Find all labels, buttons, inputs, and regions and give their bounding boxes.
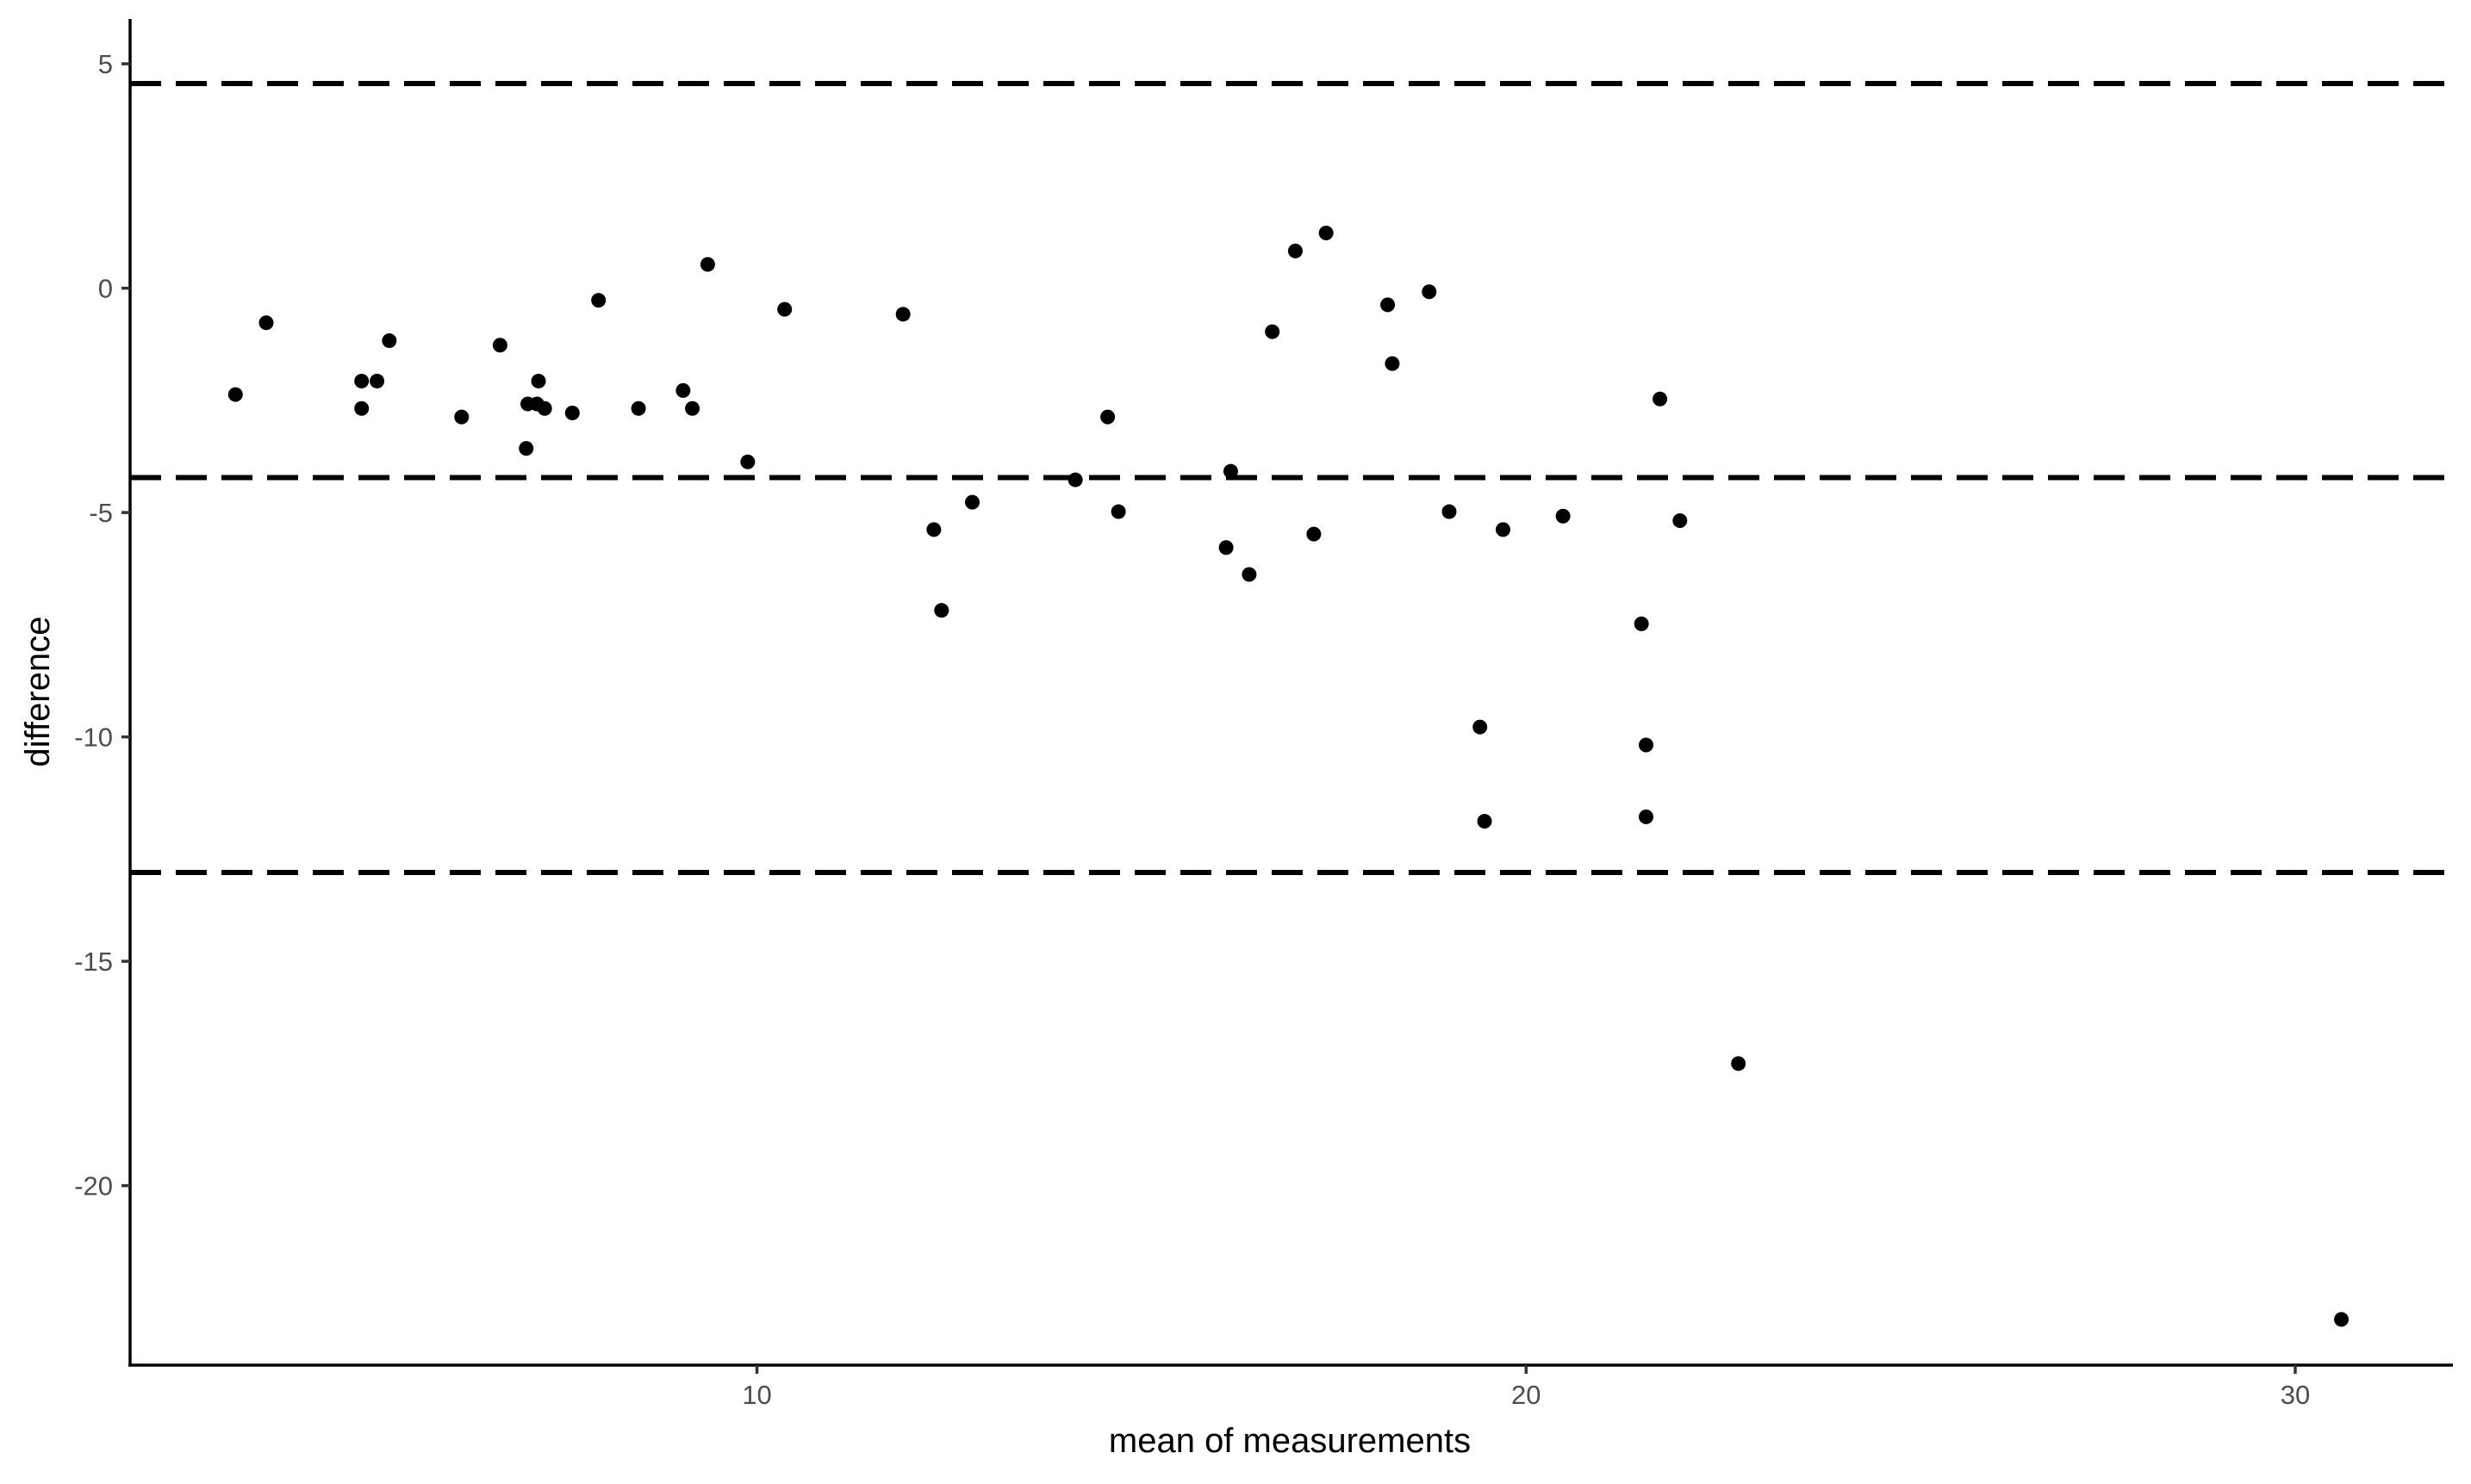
data-point: [700, 257, 715, 272]
data-point: [934, 603, 949, 618]
data-point: [1495, 522, 1510, 537]
data-point: [1111, 504, 1126, 519]
data-point: [1653, 391, 1668, 407]
data-point: [1218, 540, 1234, 556]
data-point: [454, 409, 470, 425]
x-tick-label: 20: [1511, 1380, 1540, 1410]
data-point: [1100, 409, 1116, 425]
data-point: [1555, 508, 1571, 524]
x-axis-title: mean of measurements: [1109, 1422, 1471, 1460]
data-point: [258, 315, 274, 331]
data-point: [591, 293, 607, 308]
data-point: [1306, 526, 1322, 542]
data-point: [1385, 356, 1400, 371]
data-point: [631, 400, 646, 416]
data-point: [740, 454, 756, 469]
data-point: [926, 522, 942, 537]
y-tick-label: -20: [74, 1171, 113, 1201]
x-tick-label: 10: [742, 1380, 771, 1410]
data-point: [1318, 226, 1334, 241]
data-points: [227, 226, 2350, 1327]
data-point: [227, 387, 243, 402]
x-tick-label: 30: [2281, 1380, 2310, 1410]
data-point: [370, 373, 385, 388]
data-point: [1672, 512, 1688, 528]
y-axis-ticks: 5 0 -5 -10 -15 -20: [74, 49, 130, 1201]
y-tick-label: -15: [74, 947, 113, 977]
data-point: [531, 373, 546, 388]
data-point: [1477, 814, 1492, 829]
y-tick-label: -5: [89, 498, 113, 528]
y-tick-label: 5: [98, 49, 113, 79]
data-point: [777, 301, 793, 317]
y-tick-label: 0: [98, 274, 113, 304]
data-point: [1223, 463, 1238, 479]
data-point: [519, 441, 534, 456]
data-point: [1287, 243, 1303, 258]
data-point: [1634, 616, 1649, 631]
data-point: [895, 307, 911, 322]
y-tick-label: -10: [74, 723, 113, 753]
y-axis-title: difference: [19, 617, 57, 767]
data-point: [354, 400, 370, 416]
data-point: [492, 338, 507, 353]
data-point: [1067, 472, 1083, 487]
data-point: [1639, 809, 1654, 824]
data-point: [537, 400, 552, 416]
data-point: [1731, 1056, 1746, 1071]
data-point: [1422, 284, 1437, 300]
axes: [128, 19, 2453, 1367]
data-point: [1441, 504, 1457, 519]
data-point: [1380, 297, 1396, 313]
data-point: [354, 373, 370, 388]
data-point: [685, 400, 700, 416]
data-point: [1265, 324, 1280, 339]
data-point: [564, 405, 580, 420]
reference-lines: [130, 81, 2453, 875]
data-point: [965, 494, 980, 510]
data-point: [1639, 737, 1654, 753]
data-point: [382, 333, 397, 349]
data-point: [2334, 1312, 2350, 1327]
data-point: [1242, 567, 1257, 582]
data-point: [675, 382, 691, 398]
data-point: [1472, 719, 1488, 735]
x-axis-ticks: 10 20 30: [742, 1365, 2310, 1410]
